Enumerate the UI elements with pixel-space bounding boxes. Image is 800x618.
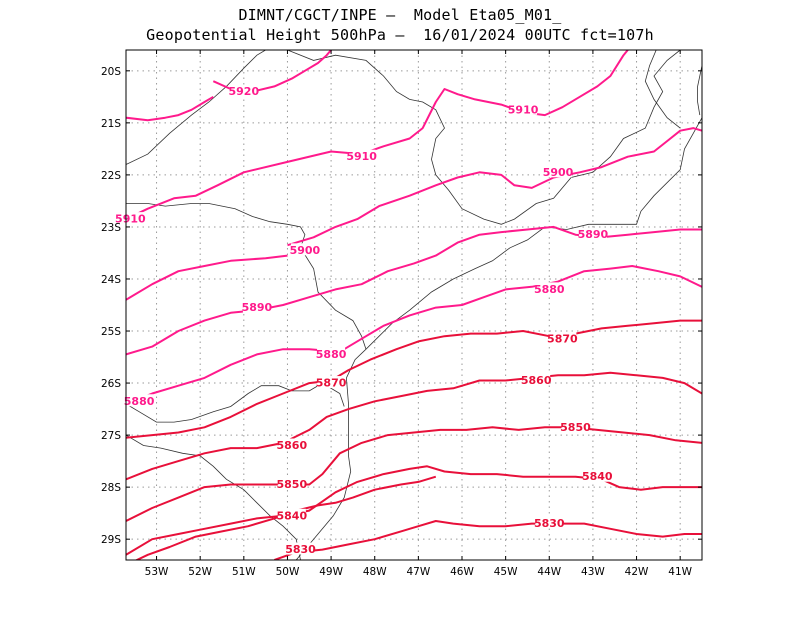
contour-label-bg xyxy=(347,149,376,162)
x-tick-label: 41W xyxy=(668,566,692,578)
contour-label: 5830 xyxy=(285,543,316,556)
boundary-line xyxy=(126,382,345,423)
contour-label: 5900 xyxy=(290,244,321,257)
chart-title-line-2: Geopotential Height 500hPa – 16/01/2024 … xyxy=(146,26,654,44)
contour-label-bg xyxy=(317,347,346,360)
boundary-line xyxy=(126,434,301,560)
contour-label-bg xyxy=(535,516,564,529)
contour-label: 5870 xyxy=(547,332,578,345)
contour-label: 5850 xyxy=(560,421,591,434)
contour-label-bg xyxy=(277,477,306,490)
contour-label: 5840 xyxy=(277,509,308,522)
contour-label-bg xyxy=(286,542,315,555)
boundary-line xyxy=(287,50,681,225)
grid-layer xyxy=(126,50,702,560)
boundary-line xyxy=(126,203,367,350)
contour-label: 5910 xyxy=(508,103,539,116)
contour-label: 5910 xyxy=(346,150,377,163)
contour-label-bg xyxy=(522,373,551,386)
contour-label-bg xyxy=(317,376,346,389)
contour-label-bg xyxy=(116,212,145,225)
contour-label-bg xyxy=(277,438,306,451)
contour-label: 5890 xyxy=(242,301,273,314)
contour-label: 5920 xyxy=(229,85,260,98)
x-tick-label: 52W xyxy=(188,566,212,578)
contour-label-bg xyxy=(578,227,607,240)
contour-label: 5880 xyxy=(316,348,347,361)
contour-5900 xyxy=(126,254,288,301)
contour-label-bg xyxy=(125,394,154,407)
boundary-line xyxy=(644,50,681,129)
contour-label-bg xyxy=(290,243,319,256)
boundary-line xyxy=(346,117,702,379)
y-tick-label: 29S xyxy=(101,534,121,546)
contour-label-bg xyxy=(544,165,572,178)
x-tick-label: 49W xyxy=(319,566,343,578)
contour-label-layer: 5920 5910 5910 5910 5900 5900 5890 5890 5880 5880… xyxy=(115,84,613,556)
contour-layer xyxy=(126,50,702,560)
contour-label: 5910 xyxy=(115,213,146,226)
x-tick-label: 48W xyxy=(363,566,387,578)
y-tick-label: 20S xyxy=(101,66,121,78)
x-tick-label: 47W xyxy=(406,566,430,578)
y-tick-label: 21S xyxy=(101,118,121,130)
contour-label: 5860 xyxy=(521,374,552,387)
contour-label: 5900 xyxy=(543,166,574,179)
y-tick-label: 22S xyxy=(101,170,121,182)
contour-label-bg xyxy=(583,469,612,482)
x-tick-label: 42W xyxy=(625,566,649,578)
contour-label-bg xyxy=(548,331,577,344)
y-tick-label: 23S xyxy=(101,222,121,234)
y-tick-label: 25S xyxy=(101,326,121,338)
contour-label: 5890 xyxy=(578,228,609,241)
x-tick-label: 44W xyxy=(537,566,561,578)
x-tick-label: 50W xyxy=(276,566,300,578)
x-tick-label: 53W xyxy=(145,566,169,578)
contour-label-bg xyxy=(535,282,564,295)
contour-5870 xyxy=(126,319,702,439)
contour-5890 xyxy=(126,225,702,356)
contour-5910 xyxy=(126,95,214,122)
x-tick-label: 43W xyxy=(581,566,605,578)
y-tick-label: 27S xyxy=(101,430,121,442)
chart-title-line-1: DIMNT/CGCT/INPE – Model Eta05_M01_ xyxy=(238,6,562,24)
boundary-line xyxy=(126,50,266,165)
map-boundaries xyxy=(126,50,702,560)
y-tick-label: 24S xyxy=(101,274,121,286)
contour-label-bg xyxy=(509,102,538,115)
contour-label-bg xyxy=(277,508,306,521)
contour-label-bg xyxy=(229,84,258,97)
contour-5850 xyxy=(126,426,702,522)
contour-label: 5840 xyxy=(582,470,613,483)
contour-5880 xyxy=(126,265,702,405)
contour-5910 xyxy=(126,50,629,221)
contour-label-bg xyxy=(242,300,271,313)
contour-5860 xyxy=(126,371,702,481)
boundary-line xyxy=(295,377,352,560)
contour-label: 5830 xyxy=(534,517,565,530)
plot-frame xyxy=(125,49,703,561)
x-tick-label: 45W xyxy=(494,566,518,578)
y-tick-label: 28S xyxy=(101,482,121,494)
contour-label: 5870 xyxy=(316,377,347,390)
contour-5830 xyxy=(274,520,702,560)
boundary-line xyxy=(697,65,702,116)
y-tick-label: 26S xyxy=(101,378,121,390)
axis-ticks: 53W 52W 51W 50W 49W 48W 47W 46W 45W 44W 43W 42W 41W 2… xyxy=(101,50,702,578)
contour-5840 xyxy=(126,465,702,556)
contour-label: 5860 xyxy=(277,439,308,452)
contour-label: 5880 xyxy=(124,395,155,408)
contour-label-bg xyxy=(561,420,590,433)
contour-label: 5880 xyxy=(534,283,565,296)
contour-5900 xyxy=(287,127,702,247)
contour-label: 5850 xyxy=(277,478,308,491)
x-tick-label: 51W xyxy=(232,566,256,578)
x-tick-label: 46W xyxy=(450,566,474,578)
